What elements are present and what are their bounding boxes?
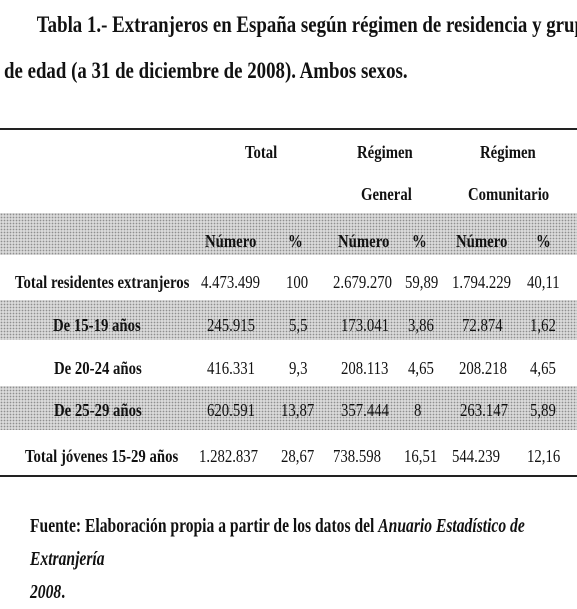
row-cell: 28,67: [281, 446, 315, 466]
subheader-numero-comunitario: Número: [456, 231, 508, 251]
row-cell: 173.041: [341, 315, 389, 335]
row-cell: 245.915: [207, 315, 255, 335]
row-label: De 25-29 años: [54, 400, 142, 420]
row-cell: 1,62: [530, 315, 556, 335]
subheader-pct-comunitario: %: [536, 231, 551, 251]
row-cell: 40,11: [527, 272, 560, 292]
source-publication: Anuario Estadístico de Extranjería: [30, 515, 525, 570]
title-line-2: de edad (a 31 de diciembre de 2008). Amb…: [4, 58, 408, 83]
row-band: [0, 386, 577, 430]
subheader-numero-general: Número: [338, 231, 390, 251]
row-cell: 5,89: [530, 400, 556, 420]
row-cell: 2.679.270: [333, 272, 393, 292]
row-cell: 1.794.229: [452, 272, 512, 292]
row-cell: 4,65: [530, 358, 556, 378]
row-cell: 738.598: [333, 446, 381, 466]
header-comunitario-line2: Comunitario: [468, 184, 550, 204]
row-cell: 9,3: [289, 358, 308, 378]
subheader-pct-total: %: [288, 231, 303, 251]
row-label: Total jóvenes 15-29 años: [25, 446, 179, 466]
row-cell: 208.113: [341, 358, 389, 378]
row-band: [0, 300, 577, 340]
row-cell: 5,5: [289, 315, 308, 335]
row-label: De 20-24 años: [54, 358, 142, 378]
row-cell: 8: [414, 400, 422, 420]
row-cell: 357.444: [341, 400, 389, 420]
row-cell: 16,51: [404, 446, 438, 466]
data-table: Total Régimen General Régimen Comunitari…: [0, 128, 577, 478]
header-total: Total: [245, 142, 278, 162]
row-cell: 544.239: [452, 446, 500, 466]
row-label: De 15-19 años: [53, 315, 141, 335]
row-cell: 1.282.837: [199, 446, 259, 466]
source-prefix: Fuente: Elaboración propia a partir de l…: [30, 515, 379, 537]
row-label: Total residentes extranjeros: [15, 272, 190, 292]
row-cell: 4.473.499: [201, 272, 261, 292]
row-cell: 416.331: [207, 358, 255, 378]
row-cell: 3,86: [408, 315, 434, 335]
header-comunitario-line1: Régimen: [480, 142, 536, 162]
source-end: .: [61, 581, 66, 603]
row-cell: 100: [286, 272, 309, 292]
header-general-line1: Régimen: [357, 142, 413, 162]
table-top-rule: [0, 128, 577, 130]
header-general-line2: General: [361, 184, 412, 204]
row-cell: 620.591: [207, 400, 255, 420]
table-title: Tabla 1.- Extranjeros en España según ré…: [4, 2, 577, 94]
subheader-numero-total: Número: [205, 231, 257, 251]
row-cell: 13,87: [281, 400, 315, 420]
subheader-band: [0, 213, 577, 255]
row-cell: 263.147: [460, 400, 508, 420]
source-year: 2008: [30, 581, 62, 603]
row-cell: 4,65: [408, 358, 434, 378]
source-note: Fuente: Elaboración propia a partir de l…: [30, 510, 560, 609]
title-line-1: Tabla 1.- Extranjeros en España según ré…: [36, 12, 577, 37]
row-cell: 208.218: [459, 358, 507, 378]
subheader-pct-general: %: [412, 231, 427, 251]
row-cell: 12,16: [527, 446, 561, 466]
table-bottom-rule: [0, 475, 577, 477]
row-cell: 72.874: [462, 315, 503, 335]
row-cell: 59,89: [405, 272, 439, 292]
